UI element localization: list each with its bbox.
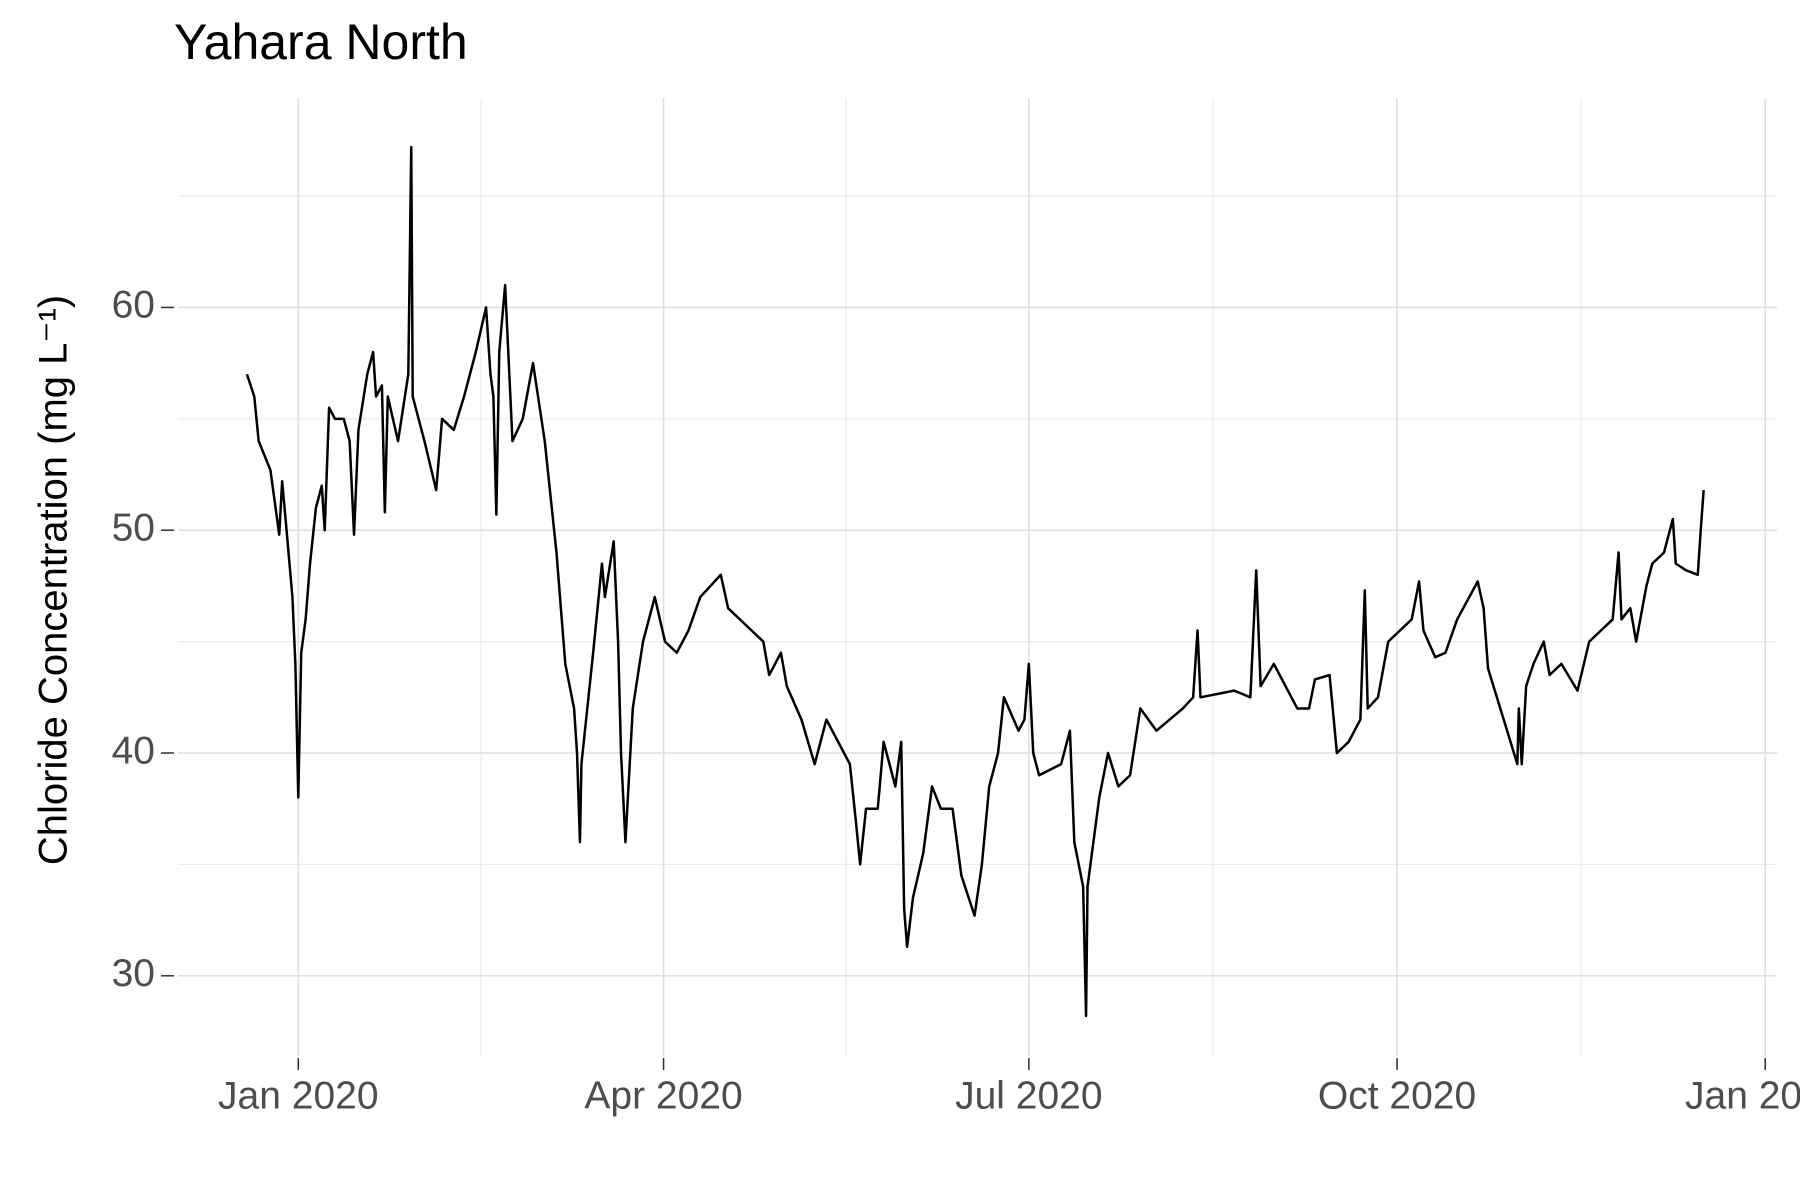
x-tick-label: Oct 2020 xyxy=(1318,1074,1476,1117)
chart-title: Yahara North xyxy=(174,14,468,70)
y-tick-label: 60 xyxy=(112,284,155,327)
data-line xyxy=(245,145,1705,1018)
x-tick-label: Jan 2021 xyxy=(1685,1074,1800,1117)
y-tick-label: 50 xyxy=(112,507,155,550)
x-tick-label: Apr 2020 xyxy=(584,1074,742,1117)
x-tick-label: Jul 2020 xyxy=(955,1074,1102,1117)
y-tick-label: 30 xyxy=(112,952,155,995)
y-tick-label: 40 xyxy=(112,729,155,772)
x-tick-label: Jan 2020 xyxy=(218,1074,378,1117)
y-axis-label: Chloride Concentration (mg L⁻¹) xyxy=(32,295,76,865)
